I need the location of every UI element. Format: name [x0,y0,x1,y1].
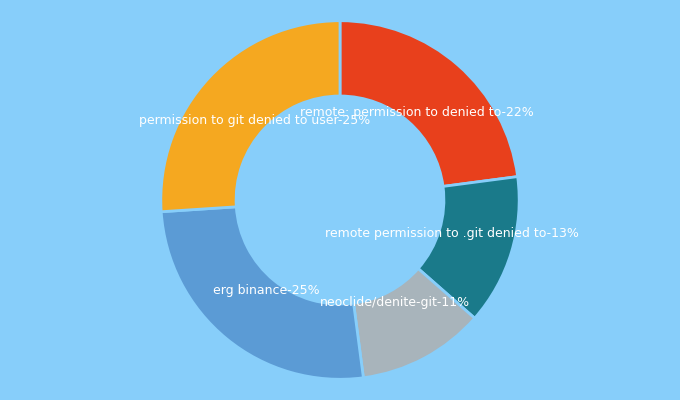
Wedge shape [418,176,519,318]
Text: remote permission to .git denied to-13%: remote permission to .git denied to-13% [324,227,579,240]
Wedge shape [161,207,363,379]
Wedge shape [340,21,517,186]
Wedge shape [161,21,340,212]
Text: erg binance-25%: erg binance-25% [213,284,320,296]
Wedge shape [354,268,475,378]
Text: permission to git denied to user-25%: permission to git denied to user-25% [139,114,371,127]
Text: remote: permission to denied to-22%: remote: permission to denied to-22% [300,106,534,119]
Text: neoclide/denite-git-11%: neoclide/denite-git-11% [320,296,470,309]
